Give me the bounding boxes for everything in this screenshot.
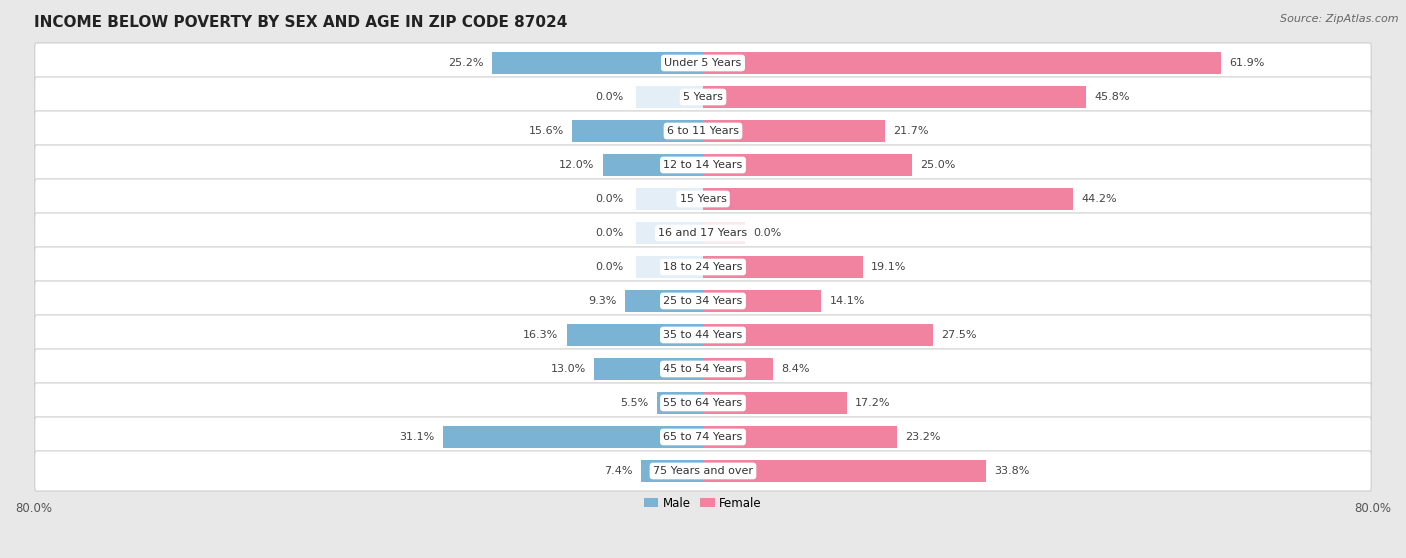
Bar xyxy=(567,324,703,345)
Text: 25.2%: 25.2% xyxy=(449,58,484,68)
Bar xyxy=(703,121,884,142)
Text: 9.3%: 9.3% xyxy=(589,296,617,306)
Text: 61.9%: 61.9% xyxy=(1229,58,1265,68)
Legend: Male, Female: Male, Female xyxy=(640,492,766,514)
Bar xyxy=(703,426,897,448)
FancyBboxPatch shape xyxy=(35,451,1371,491)
Text: 13.0%: 13.0% xyxy=(551,364,586,374)
Text: 15 Years: 15 Years xyxy=(679,194,727,204)
Text: Under 5 Years: Under 5 Years xyxy=(665,58,741,68)
Text: 16.3%: 16.3% xyxy=(523,330,558,340)
FancyBboxPatch shape xyxy=(35,383,1371,423)
Text: 12.0%: 12.0% xyxy=(558,160,595,170)
Bar xyxy=(492,52,703,74)
Text: 65 to 74 Years: 65 to 74 Years xyxy=(664,432,742,442)
FancyBboxPatch shape xyxy=(35,349,1371,389)
FancyBboxPatch shape xyxy=(35,111,1371,151)
Text: INCOME BELOW POVERTY BY SEX AND AGE IN ZIP CODE 87024: INCOME BELOW POVERTY BY SEX AND AGE IN Z… xyxy=(34,15,567,30)
FancyBboxPatch shape xyxy=(35,43,1371,83)
Bar xyxy=(657,392,703,413)
Text: 6 to 11 Years: 6 to 11 Years xyxy=(666,126,740,136)
Text: 8.4%: 8.4% xyxy=(782,364,810,374)
Bar xyxy=(595,358,703,379)
Text: 55 to 64 Years: 55 to 64 Years xyxy=(664,398,742,408)
Text: 12 to 14 Years: 12 to 14 Years xyxy=(664,160,742,170)
Text: 0.0%: 0.0% xyxy=(595,194,623,204)
FancyBboxPatch shape xyxy=(35,179,1371,219)
Text: 0.0%: 0.0% xyxy=(595,262,623,272)
Text: 44.2%: 44.2% xyxy=(1081,194,1116,204)
Text: 23.2%: 23.2% xyxy=(905,432,941,442)
Text: 45.8%: 45.8% xyxy=(1095,92,1130,102)
Bar xyxy=(626,291,703,311)
Text: 25.0%: 25.0% xyxy=(921,160,956,170)
FancyBboxPatch shape xyxy=(35,281,1371,321)
Text: 19.1%: 19.1% xyxy=(872,262,907,272)
Bar xyxy=(703,189,1073,209)
Text: 75 Years and over: 75 Years and over xyxy=(652,466,754,476)
Text: 14.1%: 14.1% xyxy=(830,296,865,306)
Text: 0.0%: 0.0% xyxy=(754,228,782,238)
Bar xyxy=(703,155,912,176)
Text: 0.0%: 0.0% xyxy=(595,92,623,102)
Bar xyxy=(703,358,773,379)
Text: 16 and 17 Years: 16 and 17 Years xyxy=(658,228,748,238)
Text: 5.5%: 5.5% xyxy=(620,398,648,408)
Bar xyxy=(636,257,703,277)
Bar xyxy=(703,257,863,277)
FancyBboxPatch shape xyxy=(35,145,1371,185)
Text: 5 Years: 5 Years xyxy=(683,92,723,102)
Bar xyxy=(443,426,703,448)
FancyBboxPatch shape xyxy=(35,77,1371,117)
Text: 17.2%: 17.2% xyxy=(855,398,891,408)
Text: 7.4%: 7.4% xyxy=(605,466,633,476)
Text: 35 to 44 Years: 35 to 44 Years xyxy=(664,330,742,340)
FancyBboxPatch shape xyxy=(35,213,1371,253)
Bar xyxy=(572,121,703,142)
Text: 21.7%: 21.7% xyxy=(893,126,928,136)
Bar xyxy=(703,86,1087,108)
FancyBboxPatch shape xyxy=(35,417,1371,457)
Bar xyxy=(641,460,703,482)
Text: 15.6%: 15.6% xyxy=(529,126,564,136)
Text: 33.8%: 33.8% xyxy=(994,466,1029,476)
Text: Source: ZipAtlas.com: Source: ZipAtlas.com xyxy=(1281,14,1399,24)
Bar xyxy=(703,223,745,243)
Bar xyxy=(703,52,1220,74)
Bar xyxy=(636,189,703,209)
Bar xyxy=(703,392,846,413)
FancyBboxPatch shape xyxy=(35,315,1371,355)
Bar xyxy=(636,86,703,108)
Bar xyxy=(636,223,703,243)
Bar xyxy=(703,460,986,482)
Bar xyxy=(603,155,703,176)
Text: 31.1%: 31.1% xyxy=(399,432,434,442)
Text: 27.5%: 27.5% xyxy=(942,330,977,340)
Text: 45 to 54 Years: 45 to 54 Years xyxy=(664,364,742,374)
Text: 18 to 24 Years: 18 to 24 Years xyxy=(664,262,742,272)
Bar xyxy=(703,324,934,345)
Text: 0.0%: 0.0% xyxy=(595,228,623,238)
Bar xyxy=(703,291,821,311)
FancyBboxPatch shape xyxy=(35,247,1371,287)
Text: 25 to 34 Years: 25 to 34 Years xyxy=(664,296,742,306)
